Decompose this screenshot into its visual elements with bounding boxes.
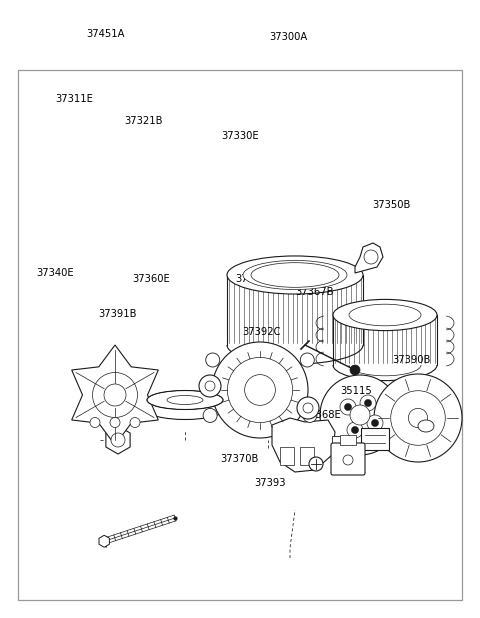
- Ellipse shape: [251, 263, 339, 287]
- Text: 37330E: 37330E: [221, 131, 259, 141]
- Circle shape: [364, 399, 372, 407]
- Circle shape: [372, 420, 379, 426]
- Circle shape: [391, 391, 445, 446]
- Circle shape: [130, 418, 140, 428]
- Ellipse shape: [227, 256, 363, 294]
- Text: 37368E: 37368E: [304, 410, 341, 420]
- Bar: [361, 428, 389, 450]
- Circle shape: [374, 374, 462, 462]
- Circle shape: [297, 397, 319, 419]
- Circle shape: [408, 408, 428, 428]
- Circle shape: [344, 404, 351, 410]
- Text: 37311E: 37311E: [56, 94, 93, 104]
- Text: 37392C: 37392C: [242, 328, 281, 337]
- Circle shape: [104, 384, 126, 406]
- Text: 35115: 35115: [340, 386, 372, 396]
- Text: 37393: 37393: [254, 478, 286, 488]
- Ellipse shape: [418, 420, 434, 432]
- Text: 37321B: 37321B: [125, 116, 163, 125]
- Bar: [332, 436, 354, 452]
- Text: 37390B: 37390B: [393, 355, 431, 365]
- Polygon shape: [106, 426, 130, 454]
- Polygon shape: [355, 243, 383, 273]
- Circle shape: [303, 403, 313, 413]
- Text: 37391B: 37391B: [98, 309, 137, 319]
- Bar: [280, 447, 294, 465]
- Polygon shape: [99, 535, 109, 548]
- Circle shape: [360, 395, 376, 411]
- Circle shape: [309, 457, 323, 471]
- Text: 37300A: 37300A: [269, 32, 307, 42]
- Text: 37367B: 37367B: [295, 287, 334, 297]
- Ellipse shape: [154, 392, 216, 408]
- Circle shape: [303, 408, 317, 423]
- Ellipse shape: [176, 398, 194, 402]
- Ellipse shape: [167, 396, 203, 405]
- Text: 37370B: 37370B: [220, 454, 258, 464]
- Bar: [340, 435, 356, 445]
- Circle shape: [343, 455, 353, 465]
- Circle shape: [90, 418, 100, 428]
- Circle shape: [367, 415, 383, 431]
- Bar: [300, 447, 314, 465]
- Text: 37340E: 37340E: [36, 268, 74, 278]
- Polygon shape: [272, 418, 335, 472]
- Circle shape: [93, 373, 137, 418]
- Circle shape: [364, 250, 378, 264]
- Ellipse shape: [150, 391, 220, 408]
- Circle shape: [350, 365, 360, 375]
- Circle shape: [228, 357, 293, 423]
- Ellipse shape: [147, 391, 223, 410]
- Circle shape: [340, 399, 356, 415]
- Ellipse shape: [157, 393, 213, 407]
- Circle shape: [320, 375, 400, 455]
- Circle shape: [110, 418, 120, 428]
- Circle shape: [206, 353, 220, 367]
- Circle shape: [111, 433, 125, 447]
- Ellipse shape: [160, 394, 210, 406]
- Ellipse shape: [349, 304, 421, 326]
- FancyBboxPatch shape: [331, 443, 365, 475]
- Circle shape: [347, 422, 363, 438]
- Circle shape: [205, 381, 215, 391]
- Polygon shape: [72, 345, 158, 445]
- Circle shape: [351, 426, 359, 434]
- Circle shape: [212, 342, 308, 438]
- Ellipse shape: [164, 395, 206, 405]
- Bar: [18, 70, 462, 600]
- Circle shape: [199, 375, 221, 397]
- Circle shape: [350, 405, 370, 425]
- Ellipse shape: [333, 299, 437, 331]
- Circle shape: [245, 375, 276, 405]
- Text: 37350B: 37350B: [372, 200, 410, 210]
- Text: 37338C: 37338C: [235, 274, 274, 284]
- Text: 37451A: 37451A: [86, 29, 125, 39]
- Circle shape: [203, 408, 217, 423]
- Circle shape: [300, 353, 314, 367]
- Ellipse shape: [243, 260, 347, 290]
- Text: 37360E: 37360E: [132, 274, 170, 284]
